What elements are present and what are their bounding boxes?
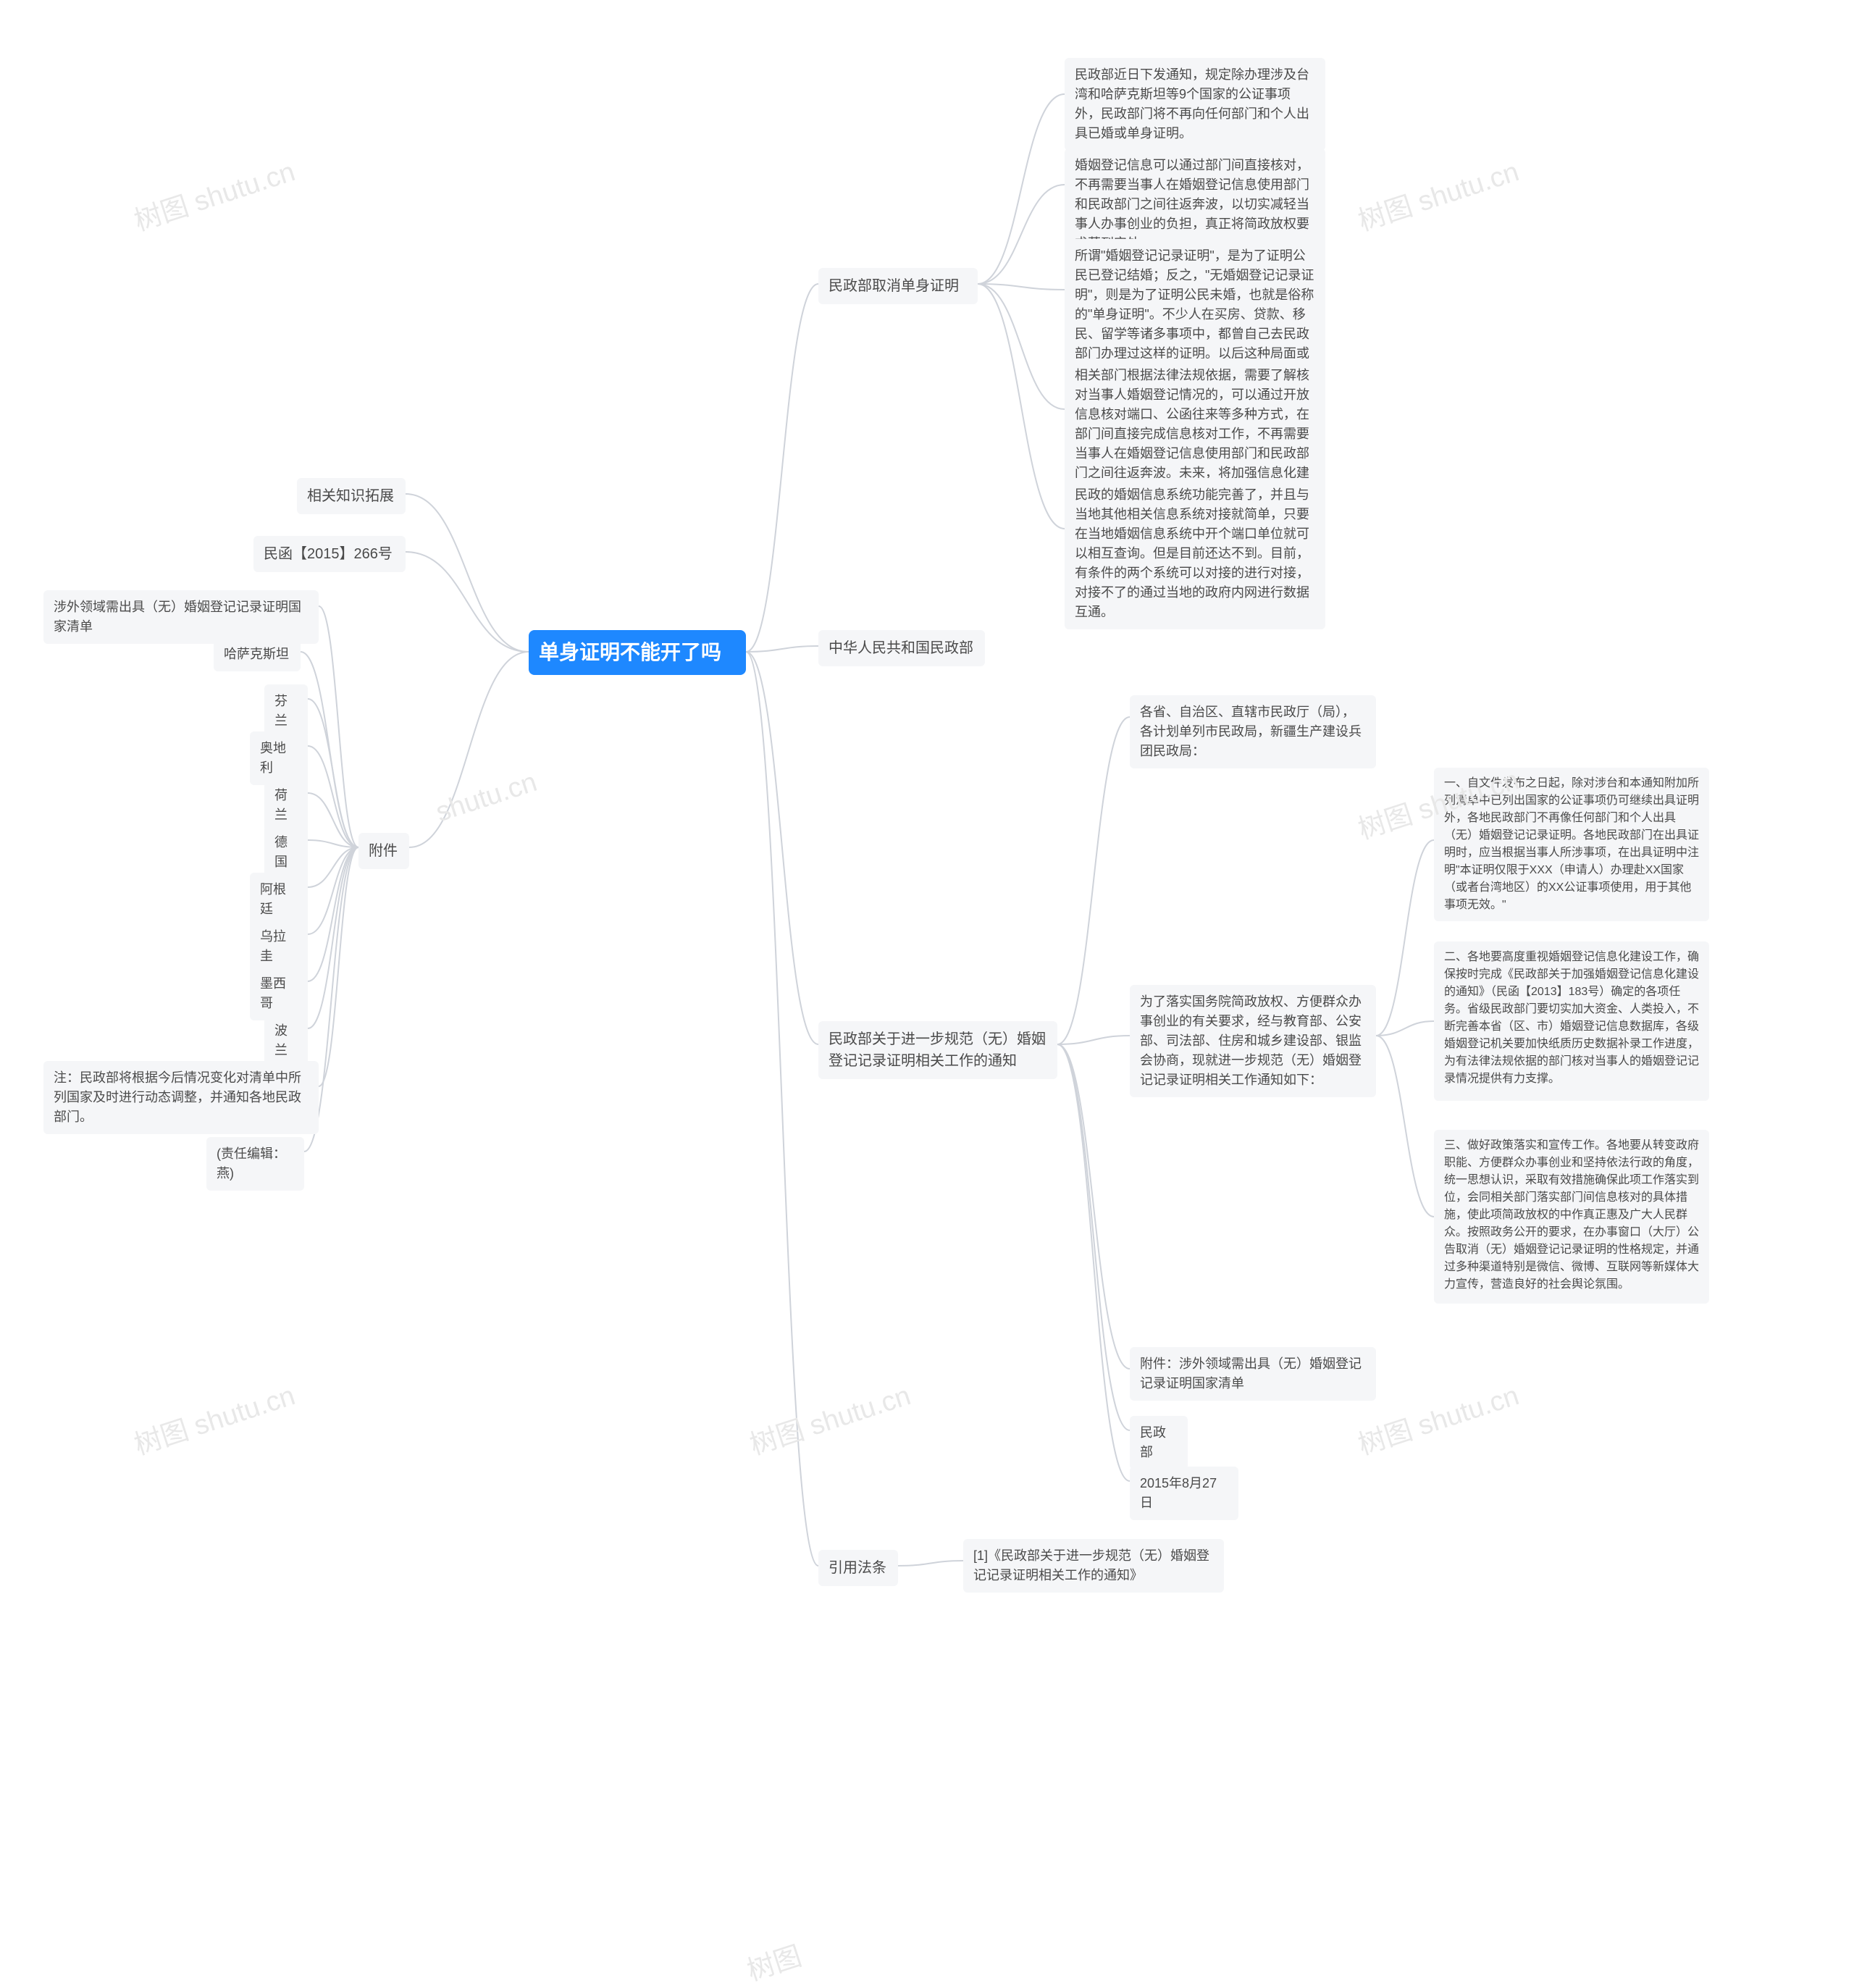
mindmap-node: 各省、自治区、直辖市民政厅（局），各计划单列市民政局，新疆生产建设兵团民政局： [1130,695,1376,768]
mindmap-node: 涉外领域需出具（无）婚姻登记记录证明国家清单 [43,590,319,644]
mindmap-node: 阿根廷 [250,873,308,926]
mindmap-node: 民函【2015】266号 [253,536,406,572]
mindmap-node: (责任编辑：燕) [206,1137,304,1191]
mindmap-node: 附件：涉外领域需出具（无）婚姻登记记录证明国家清单 [1130,1347,1376,1401]
mindmap-node: 民政部 [1130,1416,1188,1469]
mindmap-node: 一、自文件发布之日起，除对涉台和本通知附加所列清单中已列出国家的公证事项仍可继续… [1434,768,1709,921]
mindmap-node: 中华人民共和国民政部 [818,630,985,666]
mindmap-node: 芬兰 [264,684,308,738]
mindmap-node: 民政部近日下发通知，规定除办理涉及台湾和哈萨克斯坦等9个国家的公证事项外，民政部… [1065,58,1325,151]
mindmap-node: 二、各地要高度重视婚姻登记信息化建设工作，确保按时完成《民政部关于加强婚姻登记信… [1434,941,1709,1101]
mindmap-node: 波兰 [264,1014,308,1068]
mindmap-node: 奥地利 [250,731,308,785]
mindmap-node: 引用法条 [818,1550,898,1586]
mindmap-node: 为了落实国务院简政放权、方便群众办事创业的有关要求，经与教育部、公安部、司法部、… [1130,985,1376,1097]
mindmap-node: 相关知识拓展 [297,478,406,514]
mindmap-node: 民政部关于进一步规范（无）婚姻登记记录证明相关工作的通知 [818,1021,1057,1079]
mindmap-node: 三、做好政策落实和宣传工作。各地要从转变政府职能、方便群众办事创业和坚持依法行政… [1434,1130,1709,1304]
mindmap-node: 民政部取消单身证明 [818,268,978,304]
mindmap-node: 乌拉圭 [250,920,308,973]
mindmap-node: [1]《民政部关于进一步规范（无）婚姻登记记录证明相关工作的通知》 [963,1539,1224,1593]
mindmap-node: 注：民政部将根据今后情况变化对清单中所列国家及时进行动态调整，并通知各地民政部门… [43,1061,319,1134]
mindmap-node: 2015年8月27日 [1130,1467,1238,1520]
mindmap-node: 荷兰 [264,779,308,832]
mindmap-node: 哈萨克斯坦 [214,637,301,671]
mindmap-node: 德国 [264,826,308,879]
mindmap-node: 附件 [358,833,409,869]
mindmap-node: 民政的婚姻信息系统功能完善了，并且与当地其他相关信息系统对接就简单，只要在当地婚… [1065,478,1325,629]
mindmap-node: 单身证明不能开了吗 [529,630,746,675]
mindmap-node: 墨西哥 [250,967,308,1020]
